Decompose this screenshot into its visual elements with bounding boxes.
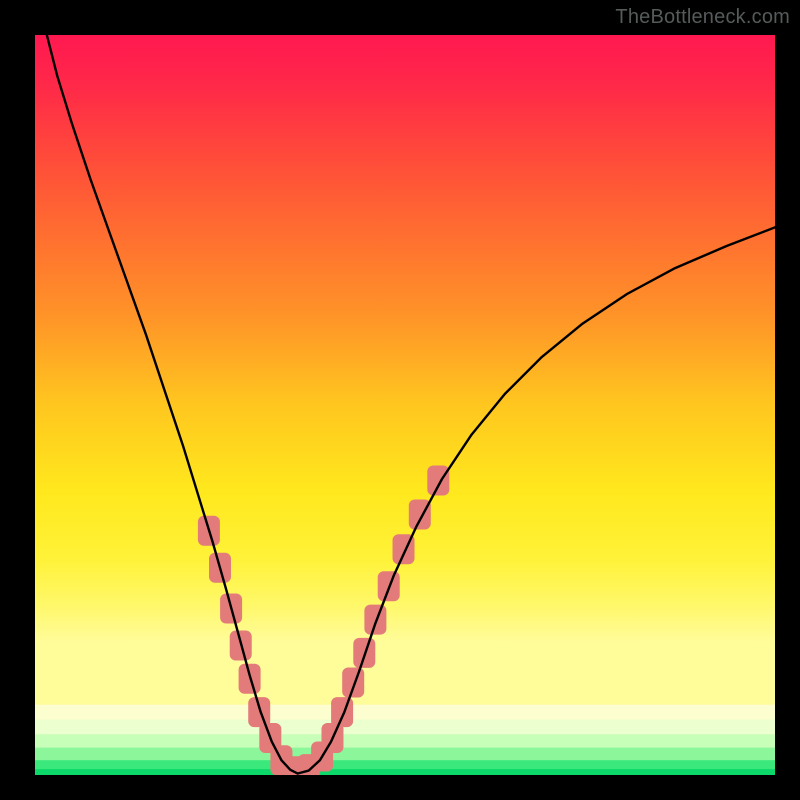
chart-frame: TheBottleneck.com: [0, 0, 800, 800]
green-band-0: [35, 705, 775, 721]
green-band-5: [35, 769, 775, 775]
watermark-text: TheBottleneck.com: [615, 6, 790, 29]
data-marker: [331, 697, 353, 727]
data-marker: [342, 668, 364, 698]
chart-svg: [35, 35, 775, 775]
data-marker: [248, 697, 270, 727]
green-band-2: [35, 734, 775, 748]
plot-area: [35, 35, 775, 775]
green-band-4: [35, 760, 775, 770]
gradient-background: [35, 35, 775, 706]
green-band-3: [35, 748, 775, 761]
data-marker: [364, 605, 386, 635]
data-marker: [427, 465, 449, 495]
green-band-1: [35, 720, 775, 736]
